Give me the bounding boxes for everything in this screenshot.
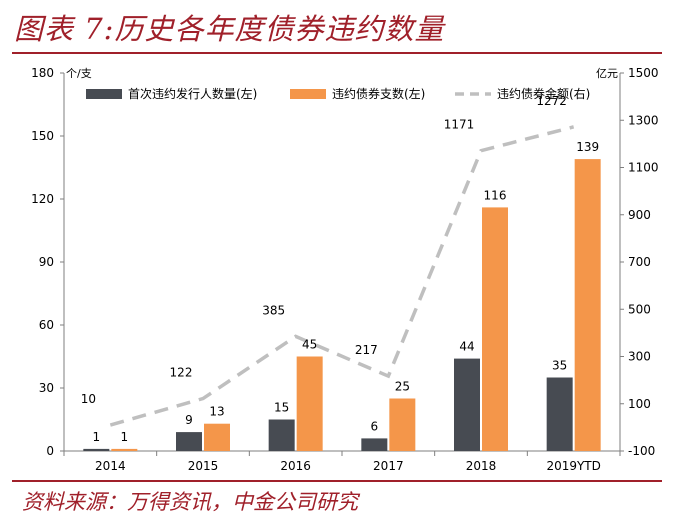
bar-first-issuers	[268, 419, 295, 451]
data-label-first-issuers: 15	[274, 401, 289, 415]
left-tick-label: 120	[31, 192, 54, 206]
right-tick-label: 500	[628, 302, 651, 316]
data-labels-layer: 1 9 15 6 44 35 1 13 45 25 116 139 10 122 385 217 1171 127…	[81, 94, 599, 444]
bar-bond-count	[482, 207, 508, 451]
data-label-default-amount: 385	[262, 303, 285, 317]
data-label-first-issuers: 1	[93, 430, 101, 444]
footer-rule	[12, 480, 662, 482]
bar-first-issuers	[83, 448, 110, 451]
data-label-bond-count: 45	[302, 338, 317, 352]
x-tick-label: 2014	[95, 459, 126, 473]
right-tick-label: 1100	[628, 161, 659, 175]
left-tick-label: 150	[31, 129, 54, 143]
x-tick-label: 2015	[188, 459, 219, 473]
data-label-default-amount: 217	[355, 343, 378, 357]
data-label-default-amount: 1171	[444, 118, 475, 132]
axes: 0 30 60 90 120 150 180 -100 100 300 500 700 900 1100 1…	[31, 66, 658, 473]
left-tick-label: 90	[39, 255, 54, 269]
legend-swatch-1	[86, 89, 122, 99]
legend-label-3: 违约债券金额(右)	[497, 86, 590, 101]
legend-label-1: 首次违约发行人数量(左)	[128, 86, 257, 101]
data-label-first-issuers: 35	[552, 359, 567, 373]
data-label-bond-count: 1	[121, 430, 129, 444]
right-tick-label: 700	[628, 255, 651, 269]
right-tick-label: 1500	[628, 66, 659, 80]
left-tick-label: 180	[31, 66, 54, 80]
left-tick-label: 0	[46, 444, 54, 458]
data-label-default-amount: 1272	[536, 94, 567, 108]
x-tick-label: 2018	[466, 459, 497, 473]
data-label-first-issuers: 9	[185, 413, 193, 427]
source-note: 资料来源：万得资讯，中金公司研究	[22, 490, 358, 514]
data-label-bond-count: 116	[484, 188, 507, 202]
data-label-bond-count: 13	[209, 405, 224, 419]
left-tick-label: 60	[39, 318, 54, 332]
right-tick-label: 100	[628, 397, 651, 411]
figure-title: 图表 7:历史各年度债券违约数量	[14, 12, 445, 46]
bar-first-issuers	[454, 358, 480, 451]
right-axis-unit: 亿元	[596, 67, 618, 80]
bar-first-issuers	[546, 377, 573, 451]
left-axis-unit: 个/支	[66, 67, 92, 80]
title-rule	[12, 52, 662, 54]
data-label-bond-count: 139	[576, 140, 599, 154]
bar-first-issuers	[176, 432, 202, 451]
bar-first-issuers	[361, 438, 388, 451]
line-default-amount	[109, 125, 575, 427]
bar-bond-count	[296, 356, 323, 451]
data-label-bond-count: 25	[395, 380, 410, 394]
legend: 首次违约发行人数量(左) 违约债券支数(左) 违约债券金额(右)	[86, 86, 590, 101]
data-label-default-amount: 10	[81, 392, 96, 406]
bar-bond-count	[204, 423, 230, 451]
bars-layer	[83, 159, 601, 451]
bar-bond-count	[111, 448, 138, 451]
line-layer	[109, 125, 575, 427]
data-label-first-issuers: 6	[371, 419, 379, 433]
left-tick-label: 30	[39, 381, 54, 395]
x-tick-label: 2016	[280, 459, 311, 473]
legend-label-2: 违约债券支数(左)	[332, 86, 425, 101]
bar-bond-count	[389, 398, 416, 451]
x-tick-label: 2019YTD	[546, 459, 600, 473]
right-tick-label: 900	[628, 208, 651, 222]
data-label-default-amount: 122	[170, 366, 193, 380]
legend-swatch-2	[290, 89, 326, 99]
x-tick-label: 2017	[373, 459, 404, 473]
right-tick-label: 300	[628, 350, 651, 364]
right-tick-label: 1300	[628, 113, 659, 127]
data-label-first-issuers: 44	[459, 340, 474, 354]
right-tick-label: -100	[628, 444, 655, 458]
bar-bond-count	[574, 159, 601, 451]
